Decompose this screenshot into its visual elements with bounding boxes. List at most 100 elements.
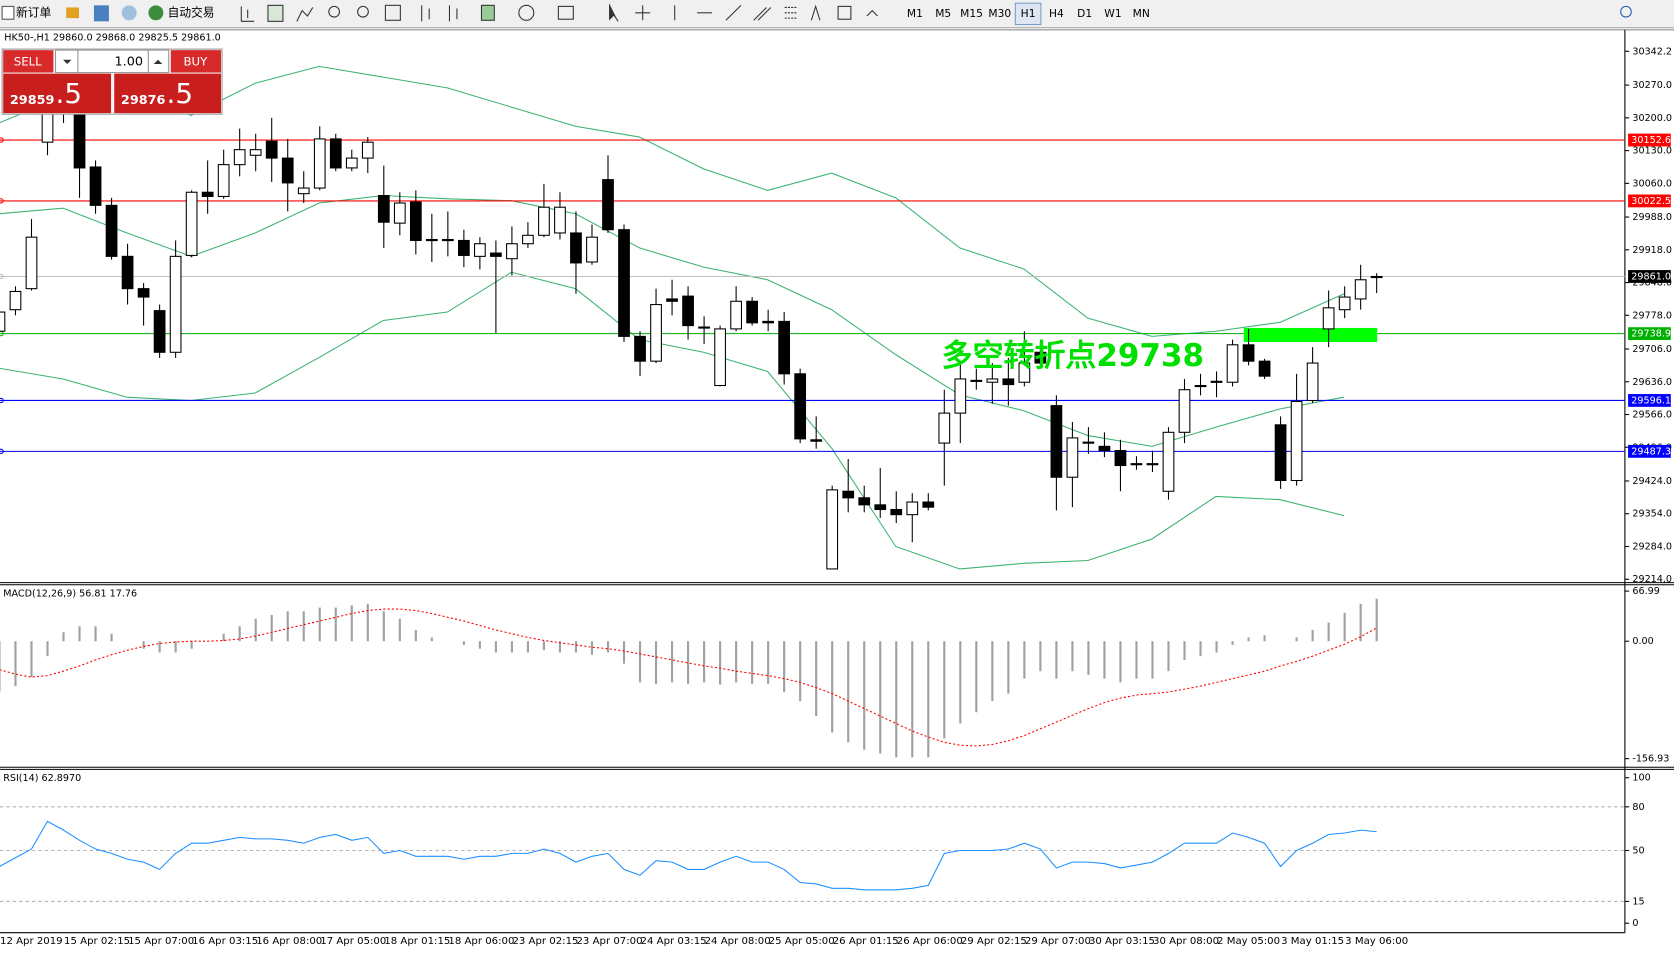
price-label-box [1628,194,1671,208]
arrow-down [62,59,72,65]
annotation: 多空转折点29738 [942,338,1204,374]
price-label-box [1628,133,1671,147]
price-label-box [1628,394,1671,407]
crosshair-tool[interactable] [635,5,651,21]
y-tick-label: 0 [1632,918,1638,929]
candle-body [185,191,198,256]
candle-body [0,311,6,332]
x-tick-label: 23 Apr 07:00 [577,936,643,947]
icon[interactable] [384,4,401,21]
icon[interactable] [518,4,535,21]
x-tick-label: 15 Apr 07:00 [128,936,194,947]
icon[interactable] [121,5,137,21]
fibo-tool[interactable] [784,6,798,19]
icon[interactable] [93,5,109,22]
arrow-tool[interactable] [866,9,878,17]
icon[interactable] [240,6,255,22]
period-button[interactable]: W1 [1104,7,1121,20]
icon[interactable] [296,7,314,22]
ask-pips[interactable]: .5 [167,77,193,110]
arrow-up [153,59,163,65]
bid-pips[interactable]: .5 [56,77,82,110]
candle-body [1066,437,1079,478]
cursor-tool[interactable] [609,4,619,22]
candle-body [522,234,534,245]
trendline-tool[interactable] [725,4,742,21]
ask-box[interactable] [114,73,221,114]
period-button[interactable]: MN [1133,7,1150,20]
y-tick-label: 30130.0 [1632,146,1672,157]
ask-price[interactable]: 29876 [121,93,166,108]
candle-body [1258,360,1271,377]
auto-trading-button[interactable]: 自动交易 [168,5,215,19]
period-button[interactable]: M5 [935,7,951,20]
icon[interactable] [421,5,430,22]
candle-body [297,187,310,195]
x-tick-label: 16 Apr 03:15 [192,936,258,947]
icon[interactable] [267,4,284,22]
icon[interactable] [557,5,574,20]
bid-price[interactable]: 29859 [10,93,55,108]
period-button[interactable]: H4 [1049,7,1064,20]
buy-label[interactable]: BUY [183,54,208,68]
channel-tool[interactable] [753,7,772,21]
buy-button[interactable] [170,50,221,73]
y-tick-label: 29706.0 [1632,344,1672,355]
line-anchor [0,448,4,455]
price-label: 29596.1 [1631,395,1671,406]
lot-value[interactable]: 1.00 [115,54,144,69]
y-tick-label: 30060.0 [1632,178,1672,189]
icon[interactable] [480,4,495,21]
signal-line [0,608,1377,747]
new-order-icon[interactable] [1,5,15,20]
sell-button[interactable] [3,50,54,73]
bollinger-band [0,271,1345,570]
y-tick-label: 29214.0 [1632,574,1672,585]
active-period [1014,2,1042,26]
candle-body [890,508,903,516]
x-tick-label: 17 Apr 05:00 [320,936,386,947]
candle-body [1354,279,1367,300]
line-anchor [0,198,4,204]
search-icon[interactable] [1620,5,1632,18]
period-button[interactable]: M30 [988,7,1011,20]
auto-trading-icon[interactable] [148,5,164,21]
y-tick-label: 30200.0 [1632,113,1672,124]
y-tick-label: 29636.0 [1632,377,1672,388]
sell-label[interactable]: SELL [14,54,42,68]
candle-body [794,373,807,440]
new-order-button[interactable]: 新订单 [16,5,51,19]
candle-body [666,298,678,302]
period-button[interactable]: M15 [960,7,983,20]
candle-body [858,497,871,506]
label-tool[interactable] [837,5,852,20]
text-tool[interactable] [810,4,821,21]
candle-body [121,255,134,290]
candle-body [153,310,166,353]
period-button[interactable]: M1 [907,7,923,20]
period-button[interactable]: D1 [1077,7,1092,20]
zoom-out[interactable] [357,5,369,18]
candle-body [1050,405,1063,478]
candle-body [538,206,550,236]
zoom-in[interactable] [328,5,341,18]
candle-body [746,300,758,324]
candle-body [73,106,86,169]
candle-body [730,300,742,330]
period-button[interactable]: H1 [1021,7,1036,20]
candle-body [233,149,246,166]
icon[interactable] [66,7,80,19]
rsi-line [0,820,1377,891]
toolbar-bg [0,0,1674,28]
y-tick-label: 0.00 [1632,636,1653,647]
icon[interactable] [448,5,458,22]
bid-box[interactable] [3,73,112,114]
candle-body [618,229,630,337]
candle-body [1178,389,1191,433]
x-tick-label: 29 Apr 02:15 [961,936,1027,947]
candle-body [1226,344,1239,383]
candle-body [329,138,342,169]
candle-body [89,166,102,206]
candle-body [105,204,118,257]
candle-body [490,252,502,257]
